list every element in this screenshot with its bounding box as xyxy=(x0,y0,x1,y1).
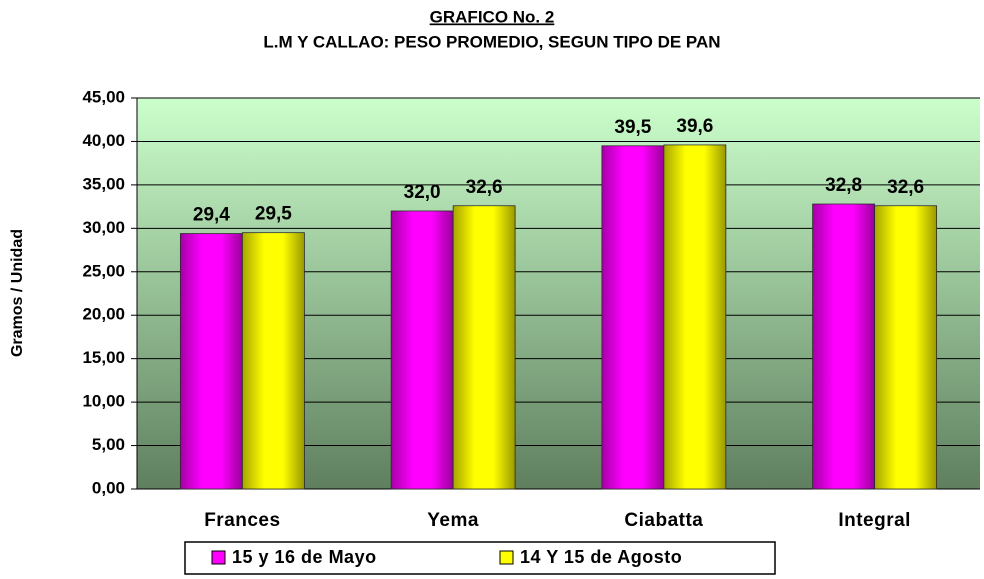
y-tick-label: 45,00 xyxy=(82,87,125,106)
y-tick-label: 5,00 xyxy=(92,435,125,454)
y-tick-label: 10,00 xyxy=(82,392,125,411)
value-label: 29,5 xyxy=(255,204,292,225)
legend xyxy=(184,541,776,575)
y-tick-label: 30,00 xyxy=(82,218,125,237)
bar-shade xyxy=(874,205,937,489)
legend-swatch xyxy=(499,550,514,565)
bar-shade xyxy=(663,144,726,490)
y-tick-label: 40,00 xyxy=(82,131,125,150)
bar-shade xyxy=(242,232,305,489)
y-axis-label: Gramos / Unidad xyxy=(9,229,26,357)
bar-shade xyxy=(391,210,454,489)
legend-label: 14 Y 15 de Agosto xyxy=(520,547,682,567)
x-tick-label: Integral xyxy=(838,510,911,531)
x-tick-label: Yema xyxy=(427,510,479,531)
bar-shade xyxy=(453,205,516,489)
value-label: 32,6 xyxy=(887,177,924,198)
chart-title: GRAFICO No. 2 xyxy=(430,7,555,26)
bar-shade xyxy=(601,145,664,490)
chart-subtitle: L.M Y CALLAO: PESO PROMEDIO, SEGUN TIPO … xyxy=(263,32,720,51)
bar-shade xyxy=(812,204,875,489)
legend-swatch xyxy=(211,550,226,565)
value-label: 32,6 xyxy=(466,177,503,198)
y-tick-label: 0,00 xyxy=(92,478,125,497)
value-label: 32,8 xyxy=(825,175,862,196)
value-label: 32,0 xyxy=(404,182,441,203)
y-tick-label: 35,00 xyxy=(82,174,125,193)
value-label: 39,5 xyxy=(614,117,651,138)
value-label: 29,4 xyxy=(193,205,230,226)
legend-label: 15 y 16 de Mayo xyxy=(232,547,377,567)
value-label: 39,6 xyxy=(676,116,713,137)
bar-shade xyxy=(180,233,243,489)
y-tick-label: 15,00 xyxy=(82,348,125,367)
x-tick-label: Ciabatta xyxy=(624,510,703,531)
y-tick-label: 20,00 xyxy=(82,305,125,324)
y-tick-label: 25,00 xyxy=(82,261,125,280)
x-tick-label: Frances xyxy=(204,510,280,531)
